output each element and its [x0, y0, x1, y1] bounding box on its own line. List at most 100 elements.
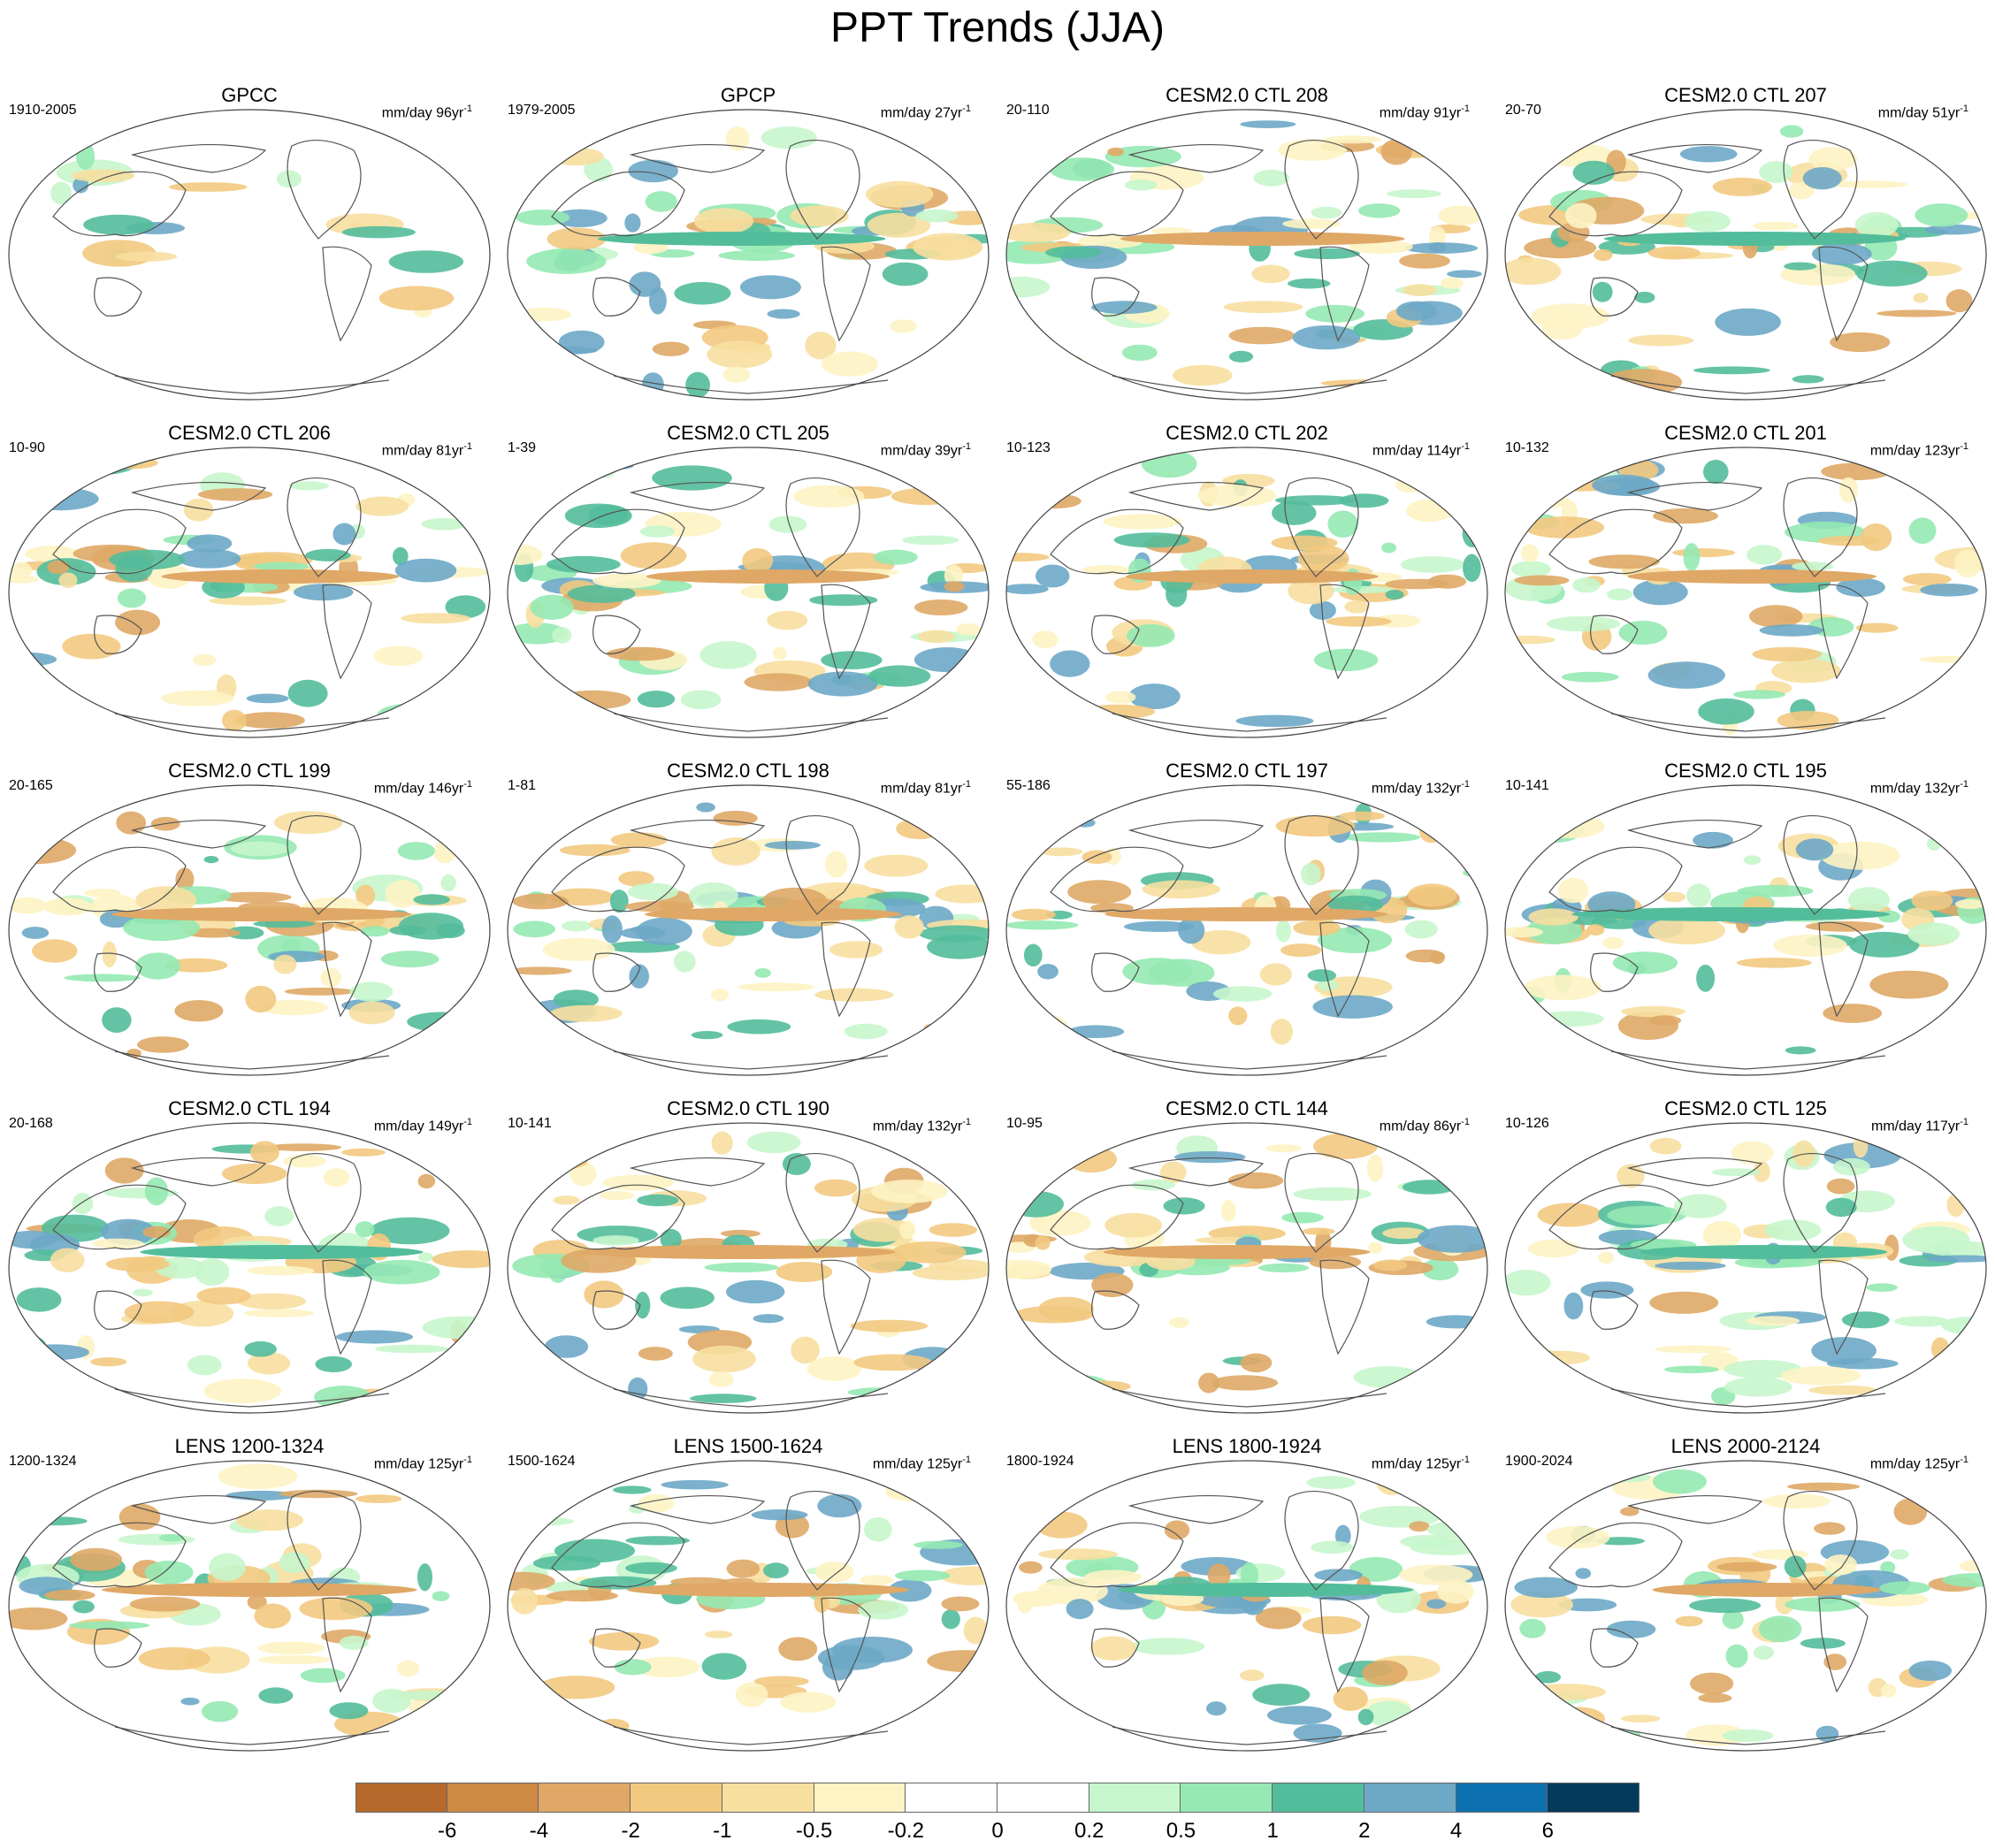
globe-outline — [1005, 784, 1488, 1076]
units-prefix: mm/day — [381, 105, 432, 121]
units-exponent: -1 — [1461, 1455, 1470, 1465]
units-prefix: mm/day — [1869, 443, 1921, 459]
trend-period: 114 — [1426, 443, 1449, 459]
units-prefix: mm/day — [1869, 1456, 1921, 1472]
globe-map — [1504, 784, 1987, 1076]
map-panel: CESM2.0 CTL 206 10-90 mm/day 81yr-1 — [0, 422, 499, 758]
units-exponent: -1 — [962, 779, 971, 790]
colorbar-tick-label: 0.5 — [1166, 1819, 1196, 1843]
globe-map — [8, 109, 491, 401]
units-exponent: -1 — [962, 103, 971, 114]
panel-units: mm/day 146yr-1 — [374, 775, 472, 798]
panel-units: mm/day 132yr-1 — [1870, 775, 1968, 798]
panel-years: 10-141 — [508, 1116, 552, 1131]
units-suffix: yr — [1448, 443, 1462, 459]
units-suffix: yr — [1448, 781, 1462, 797]
panel-years: 1979-2005 — [508, 103, 576, 118]
units-suffix: yr — [1947, 1456, 1961, 1472]
units-exponent: -1 — [463, 779, 472, 790]
panel-title: CESM2.0 CTL 198 — [667, 760, 829, 782]
globe-outline — [1504, 1460, 1987, 1752]
globe-map — [507, 1122, 990, 1414]
globe-map — [8, 447, 491, 738]
units-suffix: yr — [950, 443, 963, 459]
panel-title: CESM2.0 CTL 144 — [1166, 1097, 1328, 1119]
panel-units: mm/day 96yr-1 — [382, 100, 472, 122]
globe-outline — [8, 1460, 491, 1752]
trend-period: 81 — [436, 443, 452, 459]
colorbar-box — [447, 1783, 539, 1813]
globe-map — [1005, 447, 1488, 738]
globe-outline — [8, 1122, 491, 1414]
panel-title: GPCC — [221, 84, 278, 106]
units-exponent: -1 — [1461, 779, 1470, 790]
trend-period: 86 — [1433, 1119, 1449, 1134]
units-prefix: mm/day — [1372, 443, 1423, 459]
globe-map — [507, 447, 990, 738]
coastline — [551, 1490, 889, 1745]
panel-title: CESM2.0 CTL 206 — [168, 422, 331, 444]
panel-title: CESM2.0 CTL 202 — [1166, 422, 1328, 444]
globe-map — [8, 784, 491, 1076]
map-panel: CESM2.0 CTL 197 55-186 mm/day 132yr-1 — [998, 760, 1496, 1096]
units-suffix: yr — [1947, 105, 1961, 121]
globe-outline — [507, 784, 990, 1076]
panel-title: CESM2.0 CTL 125 — [1664, 1097, 1827, 1119]
globe-map — [8, 1460, 491, 1752]
units-suffix: yr — [451, 1456, 464, 1472]
map-panel: CESM2.0 CTL 125 10-126 mm/day 117yr-1 — [1496, 1097, 1995, 1433]
units-prefix: mm/day — [1379, 105, 1430, 121]
units-exponent: -1 — [1960, 1455, 1968, 1465]
units-prefix: mm/day — [381, 443, 432, 459]
map-panel: GPCC 1910-2005 mm/day 96yr-1 — [0, 84, 499, 420]
units-suffix: yr — [950, 781, 963, 797]
units-exponent: -1 — [463, 103, 472, 114]
panel-units: mm/day 81yr-1 — [382, 438, 472, 460]
units-exponent: -1 — [1960, 441, 1968, 452]
map-panel: GPCP 1979-2005 mm/day 27yr-1 — [499, 84, 998, 420]
globe-outline — [1504, 447, 1987, 738]
map-panel: CESM2.0 CTL 144 10-95 mm/day 86yr-1 — [998, 1097, 1496, 1433]
units-exponent: -1 — [1960, 1117, 1968, 1127]
globe-map — [507, 1460, 990, 1752]
coastline — [1548, 814, 1886, 1070]
coastline — [1548, 477, 1886, 732]
colorbar-box — [1548, 1783, 1640, 1813]
units-exponent: -1 — [463, 1455, 472, 1465]
coastline — [52, 477, 390, 732]
trend-period: 81 — [935, 781, 951, 797]
panel-years: 20-168 — [9, 1116, 53, 1131]
globe-map — [8, 1122, 491, 1414]
trend-period: 146 — [428, 781, 452, 797]
units-exponent: -1 — [962, 1117, 971, 1127]
map-panel: CESM2.0 CTL 194 20-168 mm/day 149yr-1 — [0, 1097, 499, 1433]
units-prefix: mm/day — [872, 1119, 923, 1134]
globe-outline — [8, 447, 491, 738]
units-suffix: yr — [1947, 443, 1961, 459]
panel-units: mm/day 125yr-1 — [1372, 1451, 1470, 1473]
trend-period: 125 — [1924, 1456, 1948, 1472]
coastline — [551, 139, 889, 394]
coastline — [1050, 814, 1387, 1070]
globe-outline — [507, 447, 990, 738]
panel-years: 10-123 — [1006, 440, 1051, 455]
map-panel: CESM2.0 CTL 207 20-70 mm/day 51yr-1 — [1496, 84, 1995, 420]
panel-years: 55-186 — [1006, 778, 1051, 793]
globe-outline — [507, 109, 990, 401]
colorbar-box — [539, 1783, 631, 1813]
colorbar-tick-label: 0 — [991, 1819, 1004, 1843]
panel-units: mm/day 117yr-1 — [1871, 1113, 1968, 1135]
globe-map — [1504, 447, 1987, 738]
trend-period: 132 — [1924, 781, 1948, 797]
colorbar-tick-label: 1 — [1266, 1819, 1279, 1843]
units-prefix: mm/day — [1871, 1119, 1922, 1134]
colorbar-tick-label: 0.2 — [1074, 1819, 1105, 1843]
coastline — [1050, 139, 1387, 394]
panel-years: 1-39 — [508, 440, 537, 455]
units-suffix: yr — [451, 1119, 464, 1134]
units-suffix: yr — [451, 781, 464, 797]
panel-units: mm/day 27yr-1 — [881, 100, 971, 122]
coastline — [1050, 1490, 1387, 1745]
panel-years: 10-95 — [1006, 1116, 1043, 1131]
units-suffix: yr — [950, 1119, 963, 1134]
